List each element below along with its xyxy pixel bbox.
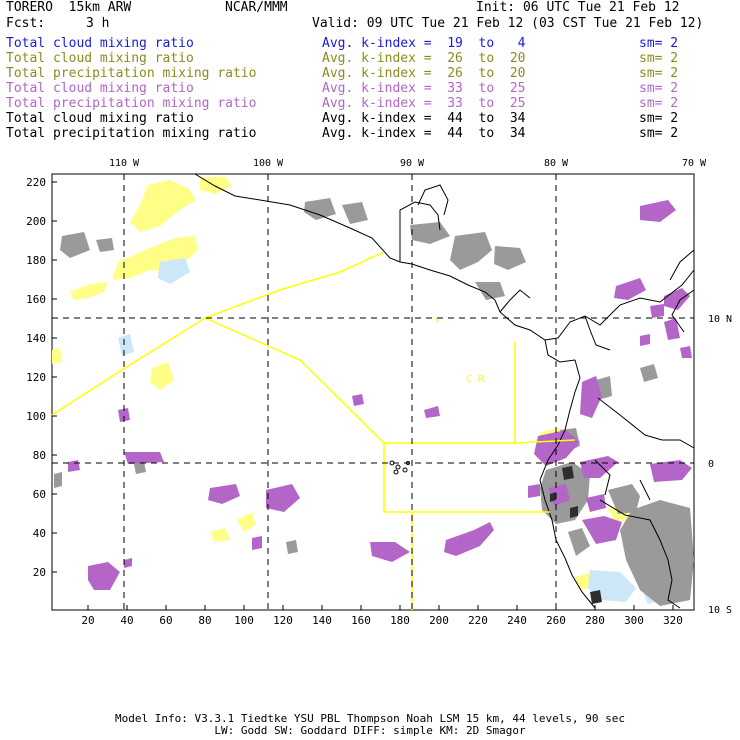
y-tick-label: 200 [26, 215, 46, 228]
y-tick-label: 80 [33, 449, 46, 462]
legend-smoothing: sm= 2 [639, 36, 679, 51]
y-tick-label: 140 [26, 332, 46, 345]
dark-cloud-cores [550, 466, 602, 604]
legend-smoothing: sm= 2 [639, 126, 679, 141]
x-tick-label: 220 [468, 614, 488, 627]
x-tick-label: 80 [198, 614, 211, 627]
legend-smoothing: sm= 2 [639, 51, 679, 66]
x-tick-label: 280 [585, 614, 605, 627]
y-axis-ticks: 220 200 180 160 140 120 100 80 60 40 20 [26, 176, 46, 579]
legend-field: Total cloud mixing ratio [6, 111, 194, 126]
y-tick-label: 20 [33, 566, 46, 579]
x-tick-label: 240 [507, 614, 527, 627]
y-tick-marks [52, 181, 57, 573]
x-tick-label: 140 [312, 614, 332, 627]
x-tick-label: 200 [429, 614, 449, 627]
x-axis-ticks: 20 40 60 80 100 120 140 160 180 200 220 … [81, 614, 683, 627]
legend-field: Total cloud mixing ratio [6, 51, 194, 66]
legend-smoothing: sm= 2 [639, 96, 679, 111]
gray-cloud-areas [54, 198, 694, 606]
legend-field: Total precipitation mixing ratio [6, 66, 257, 81]
y-tick-label: 100 [26, 410, 46, 423]
legend-stat: Avg. k-index = 44 to 34 [322, 111, 526, 126]
legend-row: Total cloud mixing ratio Avg. k-index = … [6, 81, 736, 96]
physics-info-line: LW: Godd SW: Goddard DIFF: simple KM: 2D… [214, 724, 526, 737]
legend-field: Total precipitation mixing ratio [6, 126, 257, 141]
organization-label: NCAR/MMM [225, 0, 288, 15]
forecast-label: Fcst: [6, 16, 46, 31]
longitude-label: 100 W [253, 158, 284, 169]
legend-row: Total precipitation mixing ratio Avg. k-… [6, 126, 736, 141]
y-tick-label: 120 [26, 371, 46, 384]
latitude-label: 0 [708, 459, 714, 470]
x-tick-label: 40 [120, 614, 133, 627]
region-label: C R [466, 374, 485, 385]
latitude-label: 10 N [708, 314, 732, 325]
x-tick-label: 320 [663, 614, 683, 627]
x-tick-label: 20 [81, 614, 94, 627]
y-tick-label: 160 [26, 293, 46, 306]
legend-stat: Avg. k-index = 26 to 20 [322, 51, 526, 66]
longitude-label: 70 W [682, 158, 707, 169]
latitude-label: 10 S [708, 605, 732, 616]
y-tick-label: 180 [26, 254, 46, 267]
longitude-labels: 110 W 100 W 90 W 80 W 70 W [109, 158, 707, 169]
legend-smoothing: sm= 2 [639, 66, 679, 81]
legend-row: Total cloud mixing ratio Avg. k-index = … [6, 51, 736, 66]
legend-row: Total precipitation mixing ratio Avg. k-… [6, 96, 736, 111]
x-tick-label: 100 [234, 614, 254, 627]
valid-time: Valid: 09 UTC Tue 21 Feb 12 (03 CST Tue … [312, 16, 704, 31]
purple-cloud-areas [68, 200, 692, 590]
x-tick-label: 300 [624, 614, 644, 627]
map-canvas: C R 110 W 100 W 90 W 80 W 70 W 10 N 0 10… [26, 158, 732, 627]
x-tick-label: 160 [351, 614, 371, 627]
legend-field: Total precipitation mixing ratio [6, 96, 257, 111]
y-tick-label: 40 [33, 527, 46, 540]
latitude-labels: 10 N 0 10 S [708, 314, 732, 616]
x-tick-label: 180 [390, 614, 410, 627]
legend-stat: Avg. k-index = 26 to 20 [322, 66, 526, 81]
x-tick-label: 60 [159, 614, 172, 627]
y-tick-label: 220 [26, 176, 46, 189]
legend-smoothing: sm= 2 [639, 81, 679, 96]
longitude-label: 110 W [109, 158, 140, 169]
y-tick-label: 60 [33, 488, 46, 501]
x-tick-label: 120 [273, 614, 293, 627]
legend-field: Total cloud mixing ratio [6, 81, 194, 96]
forecast-map: C R 110 W 100 W 90 W 80 W 70 W 10 N 0 10… [0, 150, 740, 630]
legend-smoothing: sm= 2 [639, 111, 679, 126]
model-title: TORERO 15km ARW [6, 0, 132, 15]
yellow-cloud-areas [52, 176, 680, 590]
longitude-label: 80 W [544, 158, 569, 169]
legend-stat: Avg. k-index = 44 to 34 [322, 126, 526, 141]
legend-field: Total cloud mixing ratio [6, 36, 194, 51]
graticule [52, 174, 694, 610]
legend-stat: Avg. k-index = 33 to 25 [322, 81, 526, 96]
legend-stat: Avg. k-index = 19 to 4 [322, 36, 526, 51]
init-time: Init: 06 UTC Tue 21 Feb 12 [476, 0, 680, 15]
x-tick-marks [87, 605, 674, 610]
legend-row: Total cloud mixing ratio Avg. k-index = … [6, 111, 736, 126]
longitude-label: 90 W [400, 158, 425, 169]
model-info-line: Model Info: V3.3.1 Tiedtke YSU PBL Thomp… [115, 712, 625, 725]
legend-stat: Avg. k-index = 33 to 25 [322, 96, 526, 111]
forecast-value: 3 h [86, 16, 110, 31]
x-tick-label: 260 [546, 614, 566, 627]
legend-row: Total precipitation mixing ratio Avg. k-… [6, 66, 736, 81]
legend-row: Total cloud mixing ratio Avg. k-index = … [6, 36, 736, 51]
